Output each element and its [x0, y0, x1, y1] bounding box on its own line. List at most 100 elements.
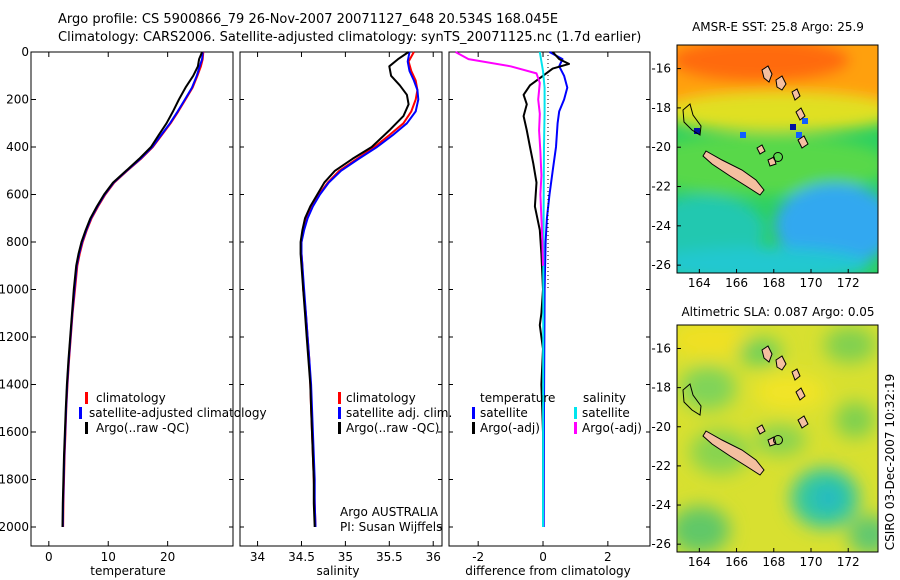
loyalty-island	[756, 424, 766, 435]
depth-tick-label: 1400	[0, 378, 29, 392]
temperature-plot-frame	[30, 51, 234, 547]
series-line-climatology	[300, 51, 419, 528]
coastline	[682, 103, 702, 136]
lat-tick-label: -18	[651, 101, 671, 115]
lat-tick-label: -16	[651, 62, 671, 76]
lon-tick-label: 168	[762, 555, 785, 569]
legend-label-satellite: satellite adj. clim.	[346, 406, 452, 420]
sla-map-frame	[676, 324, 879, 553]
sla-high	[677, 325, 750, 358]
depth-tick-label: 200	[6, 93, 29, 107]
salinity-axis-label: salinity	[316, 564, 359, 578]
depth-axis: 0 200 400 600 800 1000 1200 1400 1600 1800 2000	[0, 45, 650, 534]
lat-tick-label: -22	[651, 180, 671, 194]
vanuatu-island	[795, 387, 806, 401]
argo-float-marker	[773, 435, 783, 445]
series-line-satellite-adjusted	[61, 51, 204, 528]
sst-yellow-band	[677, 92, 878, 132]
depth-tick-label: 1600	[0, 425, 29, 439]
depth-tick-label: 1800	[0, 473, 29, 487]
sst-warm-core	[677, 45, 850, 82]
series-line-argo	[299, 51, 410, 528]
argo-float-marker	[773, 152, 783, 162]
sla-map-axes: 164 166 168 170 172 -16 -18 -20 -22 -24 -26	[651, 341, 859, 569]
legend-label-argo: Argo(..raw -QC)	[96, 421, 189, 435]
sla-map-title: Altimetric SLA: 0.087 Argo: 0.05	[681, 305, 874, 319]
legend-label-climatology: climatology	[96, 391, 166, 405]
sst-pixel	[694, 128, 700, 134]
sst-cool-south	[677, 247, 870, 273]
salinity-legend: climatology satellite adj. clim. Argo(..…	[338, 391, 452, 435]
lon-tick-label: 172	[837, 276, 860, 290]
legend-label-sal-satellite: satellite	[582, 406, 630, 420]
x-tick-label: 0	[45, 550, 53, 564]
depth-tick-label: 2000	[0, 520, 29, 534]
sst-map	[677, 45, 878, 273]
series-line-temperature-satellite	[542, 51, 569, 528]
legend-heading-salinity: salinity	[583, 391, 626, 405]
legend-swatch-climatology	[85, 392, 88, 404]
legend-label-climatology: climatology	[346, 391, 416, 405]
lon-tick-label: 166	[725, 276, 748, 290]
header-line-2: Climatology: CARS2006. Satellite-adjuste…	[58, 30, 641, 45]
lat-tick-label: -18	[651, 381, 671, 395]
x-tick-label: 20	[160, 550, 175, 564]
lon-tick-label: 168	[762, 276, 785, 290]
x-tick-label: 10	[101, 550, 116, 564]
sla-low	[848, 515, 878, 552]
sst-cool-east	[775, 183, 878, 267]
sst-pixel	[740, 132, 746, 138]
depth-tick-label: 600	[6, 188, 29, 202]
sst-map-axes: 164 166 168 170 172 -16 -18 -20 -22 -24 -26	[651, 62, 859, 290]
lat-tick-label: -24	[651, 219, 671, 233]
sst-pixel	[796, 132, 802, 138]
header-line-1: Argo profile: CS 5900866_79 26-Nov-2007 …	[58, 12, 558, 27]
depth-tick-label: 1000	[0, 283, 29, 297]
lon-tick-label: 170	[800, 276, 823, 290]
sla-low	[754, 424, 806, 456]
difference-plot-frame	[448, 51, 651, 547]
temperature-legend: climatology satellite-adjusted climatolo…	[79, 391, 267, 435]
sst-pixel	[802, 118, 808, 124]
legend-swatch-temp-argo	[472, 422, 475, 434]
legend-swatch-argo	[338, 422, 341, 434]
lat-tick-label: -22	[651, 459, 671, 473]
sst-mid-green	[677, 135, 878, 195]
salinity-plot-frame	[239, 51, 443, 547]
vanuatu-island	[761, 65, 773, 83]
series-line-temperature-argo-adj-	[522, 51, 570, 527]
x-tick-label: 35.5	[376, 550, 403, 564]
legend-label-sal-argo: Argo(-adj)	[582, 421, 642, 435]
lon-tick-label: 164	[688, 276, 711, 290]
difference-plot: -2 0 2	[455, 51, 612, 564]
lon-tick-label: 170	[800, 555, 823, 569]
legend-swatch-argo	[85, 422, 88, 434]
lat-tick-label: -26	[651, 537, 671, 551]
difference-legend: temperature satellite Argo(-adj) salinit…	[472, 391, 642, 435]
series-line-climatology	[62, 51, 205, 528]
legend-swatch-sal-satellite	[574, 407, 577, 419]
lat-tick-label: -20	[651, 140, 671, 154]
sla-low	[677, 506, 730, 552]
new-caledonia-island	[702, 150, 765, 196]
credit-line-1: Argo AUSTRALIA	[340, 505, 439, 519]
lon-tick-label: 172	[837, 555, 860, 569]
difference-axis-label: difference from climatology	[465, 564, 631, 578]
x-tick-label: 0	[539, 550, 547, 564]
sla-map	[677, 325, 878, 552]
legend-label-satellite: satellite-adjusted climatology	[89, 406, 267, 420]
lon-tick-label: 164	[688, 555, 711, 569]
x-tick-label: 34	[250, 550, 265, 564]
lat-tick-label: -20	[651, 420, 671, 434]
coastline	[682, 383, 702, 416]
sla-low	[680, 366, 736, 410]
sla-low	[835, 402, 875, 438]
depth-tick-label: 400	[6, 140, 29, 154]
legend-swatch-climatology	[338, 392, 341, 404]
lat-tick-label: -26	[651, 258, 671, 272]
vanuatu-island	[775, 75, 787, 91]
x-tick-label: 34.5	[288, 550, 315, 564]
lat-tick-label: -16	[651, 341, 671, 355]
sst-map-title: AMSR-E SST: 25.8 Argo: 25.9	[692, 20, 864, 34]
